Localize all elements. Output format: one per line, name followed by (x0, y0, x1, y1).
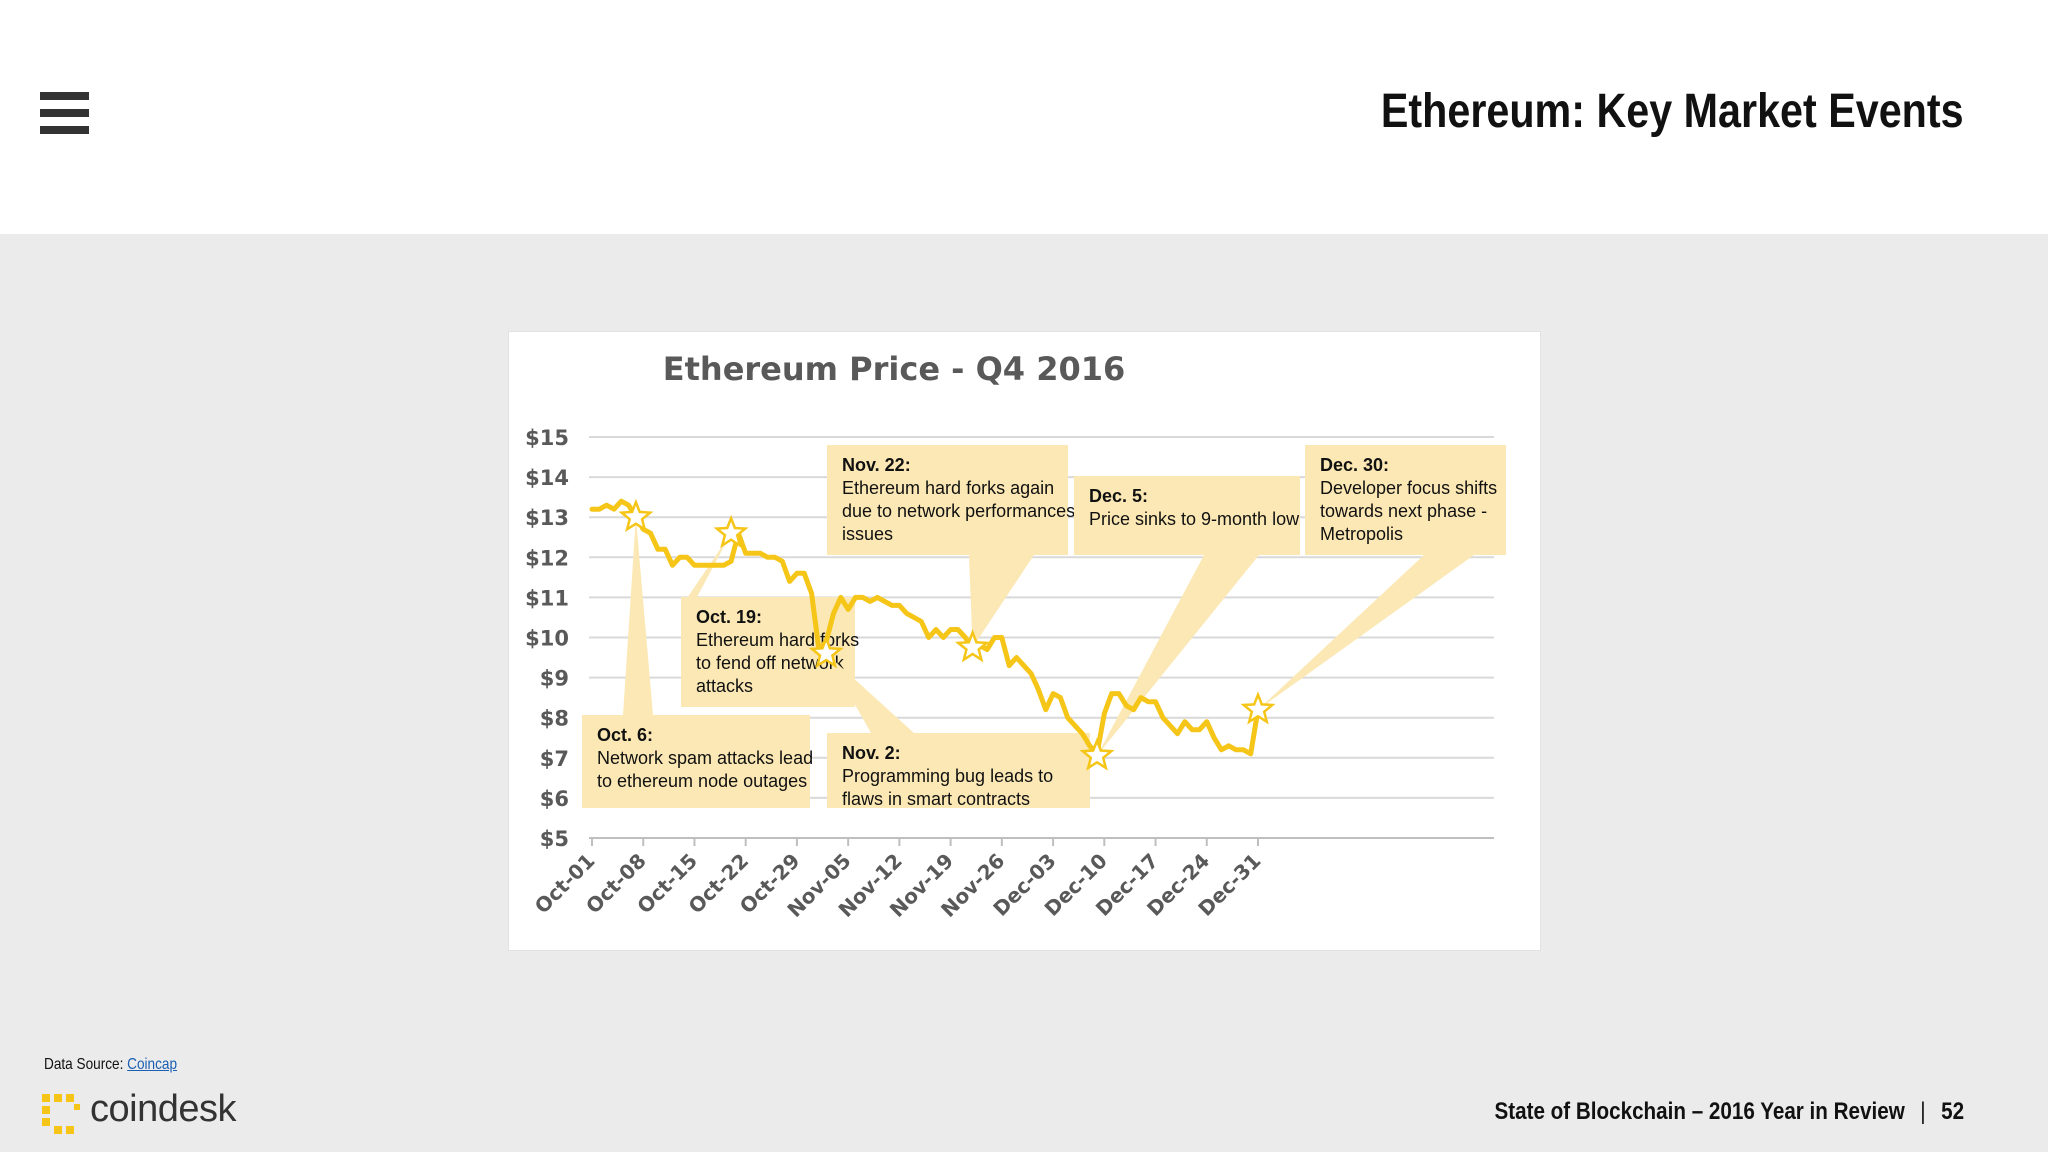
y-tick-label: $15 (525, 426, 569, 450)
event-text: Metropolis (1320, 524, 1403, 544)
footer-separator: | (1920, 1098, 1926, 1125)
event-date: Oct. 6: (597, 725, 653, 745)
chart-title: Ethereum Price - Q4 2016 (663, 350, 1126, 388)
coindesk-logo-text: coindesk (90, 1088, 236, 1130)
event-star-icon (713, 514, 749, 549)
event-callout: Nov. 22: Ethereum hard forks again due to … (827, 445, 1075, 648)
event-text: Developer focus shifts (1320, 478, 1497, 498)
event-markers (618, 498, 1276, 771)
y-tick-label: $6 (540, 787, 569, 811)
event-text: Programming bug leads to (842, 766, 1053, 786)
event-callouts: Oct. 6: Network spam attacks lead to ether… (582, 445, 1506, 809)
report-footer: State of Blockchain – 2016 Year in Revie… (1494, 1098, 1964, 1126)
callout-box (827, 733, 1090, 808)
ethereum-price-chart: Ethereum Price - Q4 2016 $15 $14 $13 $12 $11… (525, 350, 1506, 922)
hamburger-menu-icon[interactable] (40, 92, 89, 134)
callout-box (582, 715, 810, 808)
price-line-layer (589, 498, 1261, 757)
event-callout: Dec. 30: Developer focus shifts towards ne… (1258, 445, 1506, 710)
event-star-icon (955, 629, 991, 663)
header-bar: Ethereum: Key Market Events (0, 0, 2048, 234)
event-text: attacks (696, 676, 753, 696)
event-text: Price sinks to 9-month low (1089, 509, 1300, 529)
event-callout: Oct. 19: Ethereum hard forks to fend off n… (681, 533, 859, 707)
page-title: Ethereum: Key Market Events (1381, 85, 1964, 138)
data-source-link[interactable]: Coincap (127, 1056, 178, 1073)
event-star-icon (1240, 691, 1276, 725)
event-star-icon (618, 498, 654, 533)
y-axis-ticks: $15 $14 $13 $12 $11 $10 $9 $8 $7 $6 $5 (525, 426, 569, 851)
y-tick-label: $12 (525, 546, 569, 570)
y-tick-label: $7 (540, 747, 569, 771)
x-axis-ticks: Oct-01Oct-08Oct-15Oct-22Oct-29Nov-05Nov-… (530, 838, 1266, 922)
event-callout: Nov. 2: Programming bug leads to flaws in … (826, 653, 1090, 809)
data-source: Data Source: Coincap (44, 1056, 177, 1074)
event-text: Ethereum hard forks (696, 630, 859, 650)
callout-pointer (1258, 555, 1474, 710)
y-tick-label: $14 (525, 466, 569, 490)
event-date: Dec. 5: (1089, 486, 1148, 506)
event-star-icon (1079, 737, 1115, 771)
event-callout: Dec. 5: Price sinks to 9-month low (1074, 476, 1300, 756)
y-tick-label: $9 (540, 667, 569, 691)
y-tick-label: $5 (540, 827, 569, 851)
event-text: towards next phase - (1320, 501, 1487, 521)
price-line (589, 498, 1261, 757)
callout-box (1305, 445, 1506, 555)
event-date: Dec. 30: (1320, 455, 1389, 475)
event-text: Network spam attacks lead (597, 748, 813, 768)
event-date: Nov. 22: (842, 455, 911, 475)
event-text: flaws in smart contracts (842, 789, 1030, 809)
y-tick-label: $11 (525, 586, 569, 610)
callout-pointer (623, 517, 653, 715)
event-star-icon (808, 635, 844, 669)
event-date: Nov. 2: (842, 743, 901, 763)
event-text: due to network performances (842, 501, 1075, 521)
coindesk-logo-icon (42, 1094, 80, 1134)
callout-pointer (826, 653, 914, 733)
callout-pointer (969, 555, 1034, 648)
data-source-label: Data Source: (44, 1056, 128, 1073)
event-text: to ethereum node outages (597, 771, 807, 791)
y-tick-label: $10 (525, 627, 569, 651)
callout-box (827, 445, 1068, 555)
y-tick-label: $8 (540, 707, 569, 731)
event-text: to fend off network (696, 653, 845, 673)
y-tick-label: $13 (525, 506, 569, 530)
event-callout: Oct. 6: Network spam attacks lead to ether… (582, 517, 813, 808)
report-title: State of Blockchain – 2016 Year in Revie… (1494, 1098, 1905, 1125)
callout-pointer (1096, 555, 1259, 756)
event-date: Oct. 19: (696, 607, 762, 627)
callout-box (1074, 476, 1300, 555)
event-text: Ethereum hard forks again (842, 478, 1054, 498)
chart-panel: Ethereum Price - Q4 2016 $15 $14 $13 $12 $11… (508, 331, 1541, 951)
event-text: issues (842, 524, 893, 544)
page-number: 52 (1941, 1098, 1964, 1125)
